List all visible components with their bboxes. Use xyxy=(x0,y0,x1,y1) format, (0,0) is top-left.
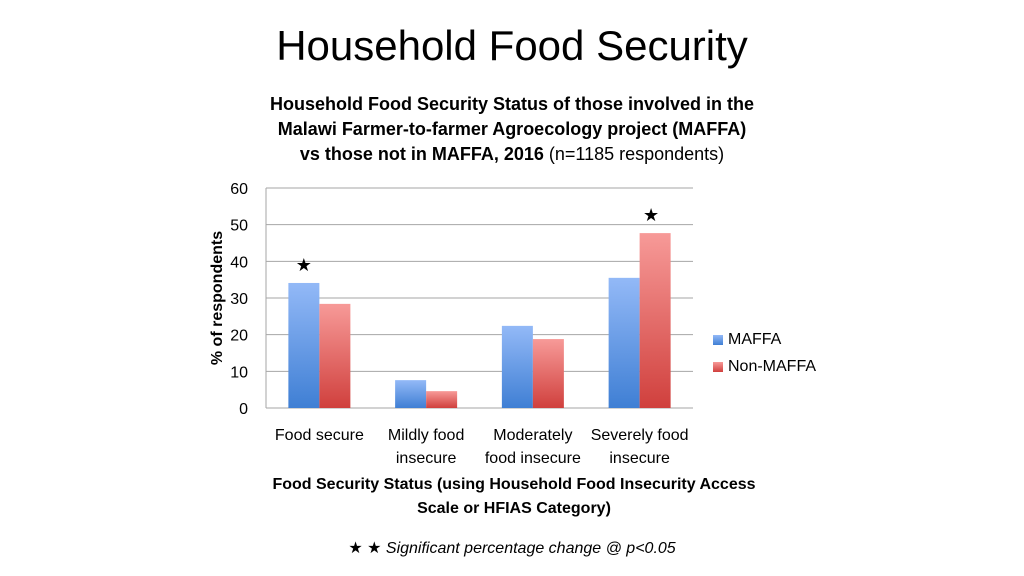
footnote: ★ ★ Significant percentage change @ p<0.… xyxy=(0,538,1024,558)
slide-title: Household Food Security xyxy=(276,22,748,69)
legend-item-non-maffa: Non-MAFFA xyxy=(713,353,816,380)
y-tick-label: 40 xyxy=(230,254,248,271)
bar-non-maffa xyxy=(532,339,564,408)
legend-swatch-non-maffa xyxy=(713,361,723,372)
y-tick-label: 10 xyxy=(230,364,248,381)
bar-non-maffa xyxy=(426,391,458,408)
bar-non-maffa xyxy=(639,233,671,408)
category-label: Severely food insecure xyxy=(591,427,689,467)
x-axis-label: Food Security Status (using Household Fo… xyxy=(240,473,788,521)
footnote-star-icons: ★ ★ xyxy=(348,540,382,557)
y-tick-label: 30 xyxy=(230,291,248,308)
significance-star-icon: ★ xyxy=(643,205,659,225)
category-label-line: food insecure xyxy=(485,450,581,467)
category-label-line: Moderately xyxy=(493,427,572,444)
chart-title-sample-size: (n=1185 respondents) xyxy=(548,144,725,164)
bar-maffa xyxy=(501,325,533,408)
legend-label-maffa: MAFFA xyxy=(728,330,782,348)
bar-maffa xyxy=(288,282,320,408)
x-axis-label-line-1: Food Security Status (using Household Fo… xyxy=(272,476,756,493)
significance-star-icon: ★ xyxy=(296,255,312,275)
chart-title-line-2: Malawi Farmer-to-farmer Agroecology proj… xyxy=(277,119,747,139)
legend-item-maffa: MAFFA xyxy=(713,326,816,353)
x-axis-label-line-2: Scale or HFIAS Category) xyxy=(417,500,611,517)
category-label: Moderately food insecure xyxy=(485,427,581,467)
chart-title-line-1: Household Food Security Status of those … xyxy=(269,94,755,114)
legend-swatch-maffa xyxy=(713,334,723,345)
category-labels: Food secure Mildly food insecure Moderately… xyxy=(275,427,689,467)
y-tick-label: 0 xyxy=(239,401,248,418)
y-tick-labels: 0 10 20 30 40 50 60 xyxy=(230,181,248,418)
chart-title-line-3-bold: vs those not in MAFFA, 2016 xyxy=(299,144,544,164)
category-label-line: Food secure xyxy=(275,427,364,444)
category-label: Mildly food insecure xyxy=(388,427,464,467)
legend-label-non-maffa: Non-MAFFA xyxy=(728,357,817,375)
bar-non-maffa xyxy=(319,303,351,408)
y-tick-label: 50 xyxy=(230,218,248,235)
y-tick-label: 20 xyxy=(230,328,248,345)
category-label-line: insecure xyxy=(609,450,670,467)
category-label-line: Severely food xyxy=(591,427,689,444)
category-label-line: Mildly food xyxy=(388,427,464,444)
chart-title: Household Food Security Status of those … xyxy=(212,92,812,167)
y-tick-label: 60 xyxy=(230,181,248,198)
significance-markers: ★★ xyxy=(296,205,659,275)
bar-maffa xyxy=(608,277,640,408)
footnote-text: Significant percentage change @ p<0.05 xyxy=(385,540,676,557)
legend: MAFFA Non-MAFFA xyxy=(713,326,816,380)
category-label: Food secure xyxy=(275,427,364,444)
bar-maffa xyxy=(395,380,427,408)
category-label-line: insecure xyxy=(396,450,457,467)
y-axis-label: % of respondents xyxy=(209,231,226,365)
bars xyxy=(288,233,671,408)
chart-title-line-3: vs those not in MAFFA, 2016 (n=1185 resp… xyxy=(212,142,812,167)
